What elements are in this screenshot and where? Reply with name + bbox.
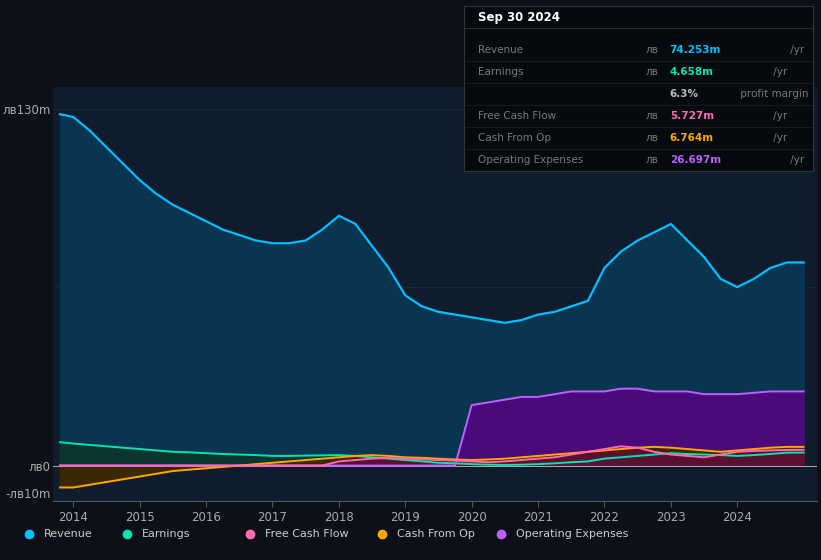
Text: /yr: /yr xyxy=(787,155,805,165)
Text: 4.658m: 4.658m xyxy=(670,67,713,77)
Text: /yr: /yr xyxy=(770,67,787,77)
Text: Revenue: Revenue xyxy=(478,45,523,55)
Text: Free Cash Flow: Free Cash Flow xyxy=(478,111,556,121)
Text: Revenue: Revenue xyxy=(44,529,92,539)
Text: 74.253m: 74.253m xyxy=(670,45,721,55)
Text: Free Cash Flow: Free Cash Flow xyxy=(265,529,349,539)
Text: /yr: /yr xyxy=(787,45,805,55)
Text: лв: лв xyxy=(645,111,658,121)
Text: Earnings: Earnings xyxy=(142,529,190,539)
Text: лв: лв xyxy=(645,133,658,143)
Text: Cash From Op: Cash From Op xyxy=(478,133,551,143)
Text: 26.697m: 26.697m xyxy=(670,155,721,165)
Text: 6.3%: 6.3% xyxy=(670,88,699,99)
Text: 6.764m: 6.764m xyxy=(670,133,713,143)
Text: 5.727m: 5.727m xyxy=(670,111,713,121)
Text: profit margin: profit margin xyxy=(736,88,808,99)
Text: лв: лв xyxy=(645,45,658,55)
Text: Operating Expenses: Operating Expenses xyxy=(516,529,628,539)
Text: Sep 30 2024: Sep 30 2024 xyxy=(478,11,560,24)
Text: Cash From Op: Cash From Op xyxy=(397,529,475,539)
Text: /yr: /yr xyxy=(770,133,787,143)
Text: лв: лв xyxy=(645,67,658,77)
Text: лв: лв xyxy=(645,155,658,165)
Text: /yr: /yr xyxy=(770,111,787,121)
Text: Operating Expenses: Operating Expenses xyxy=(478,155,583,165)
Text: Earnings: Earnings xyxy=(478,67,523,77)
